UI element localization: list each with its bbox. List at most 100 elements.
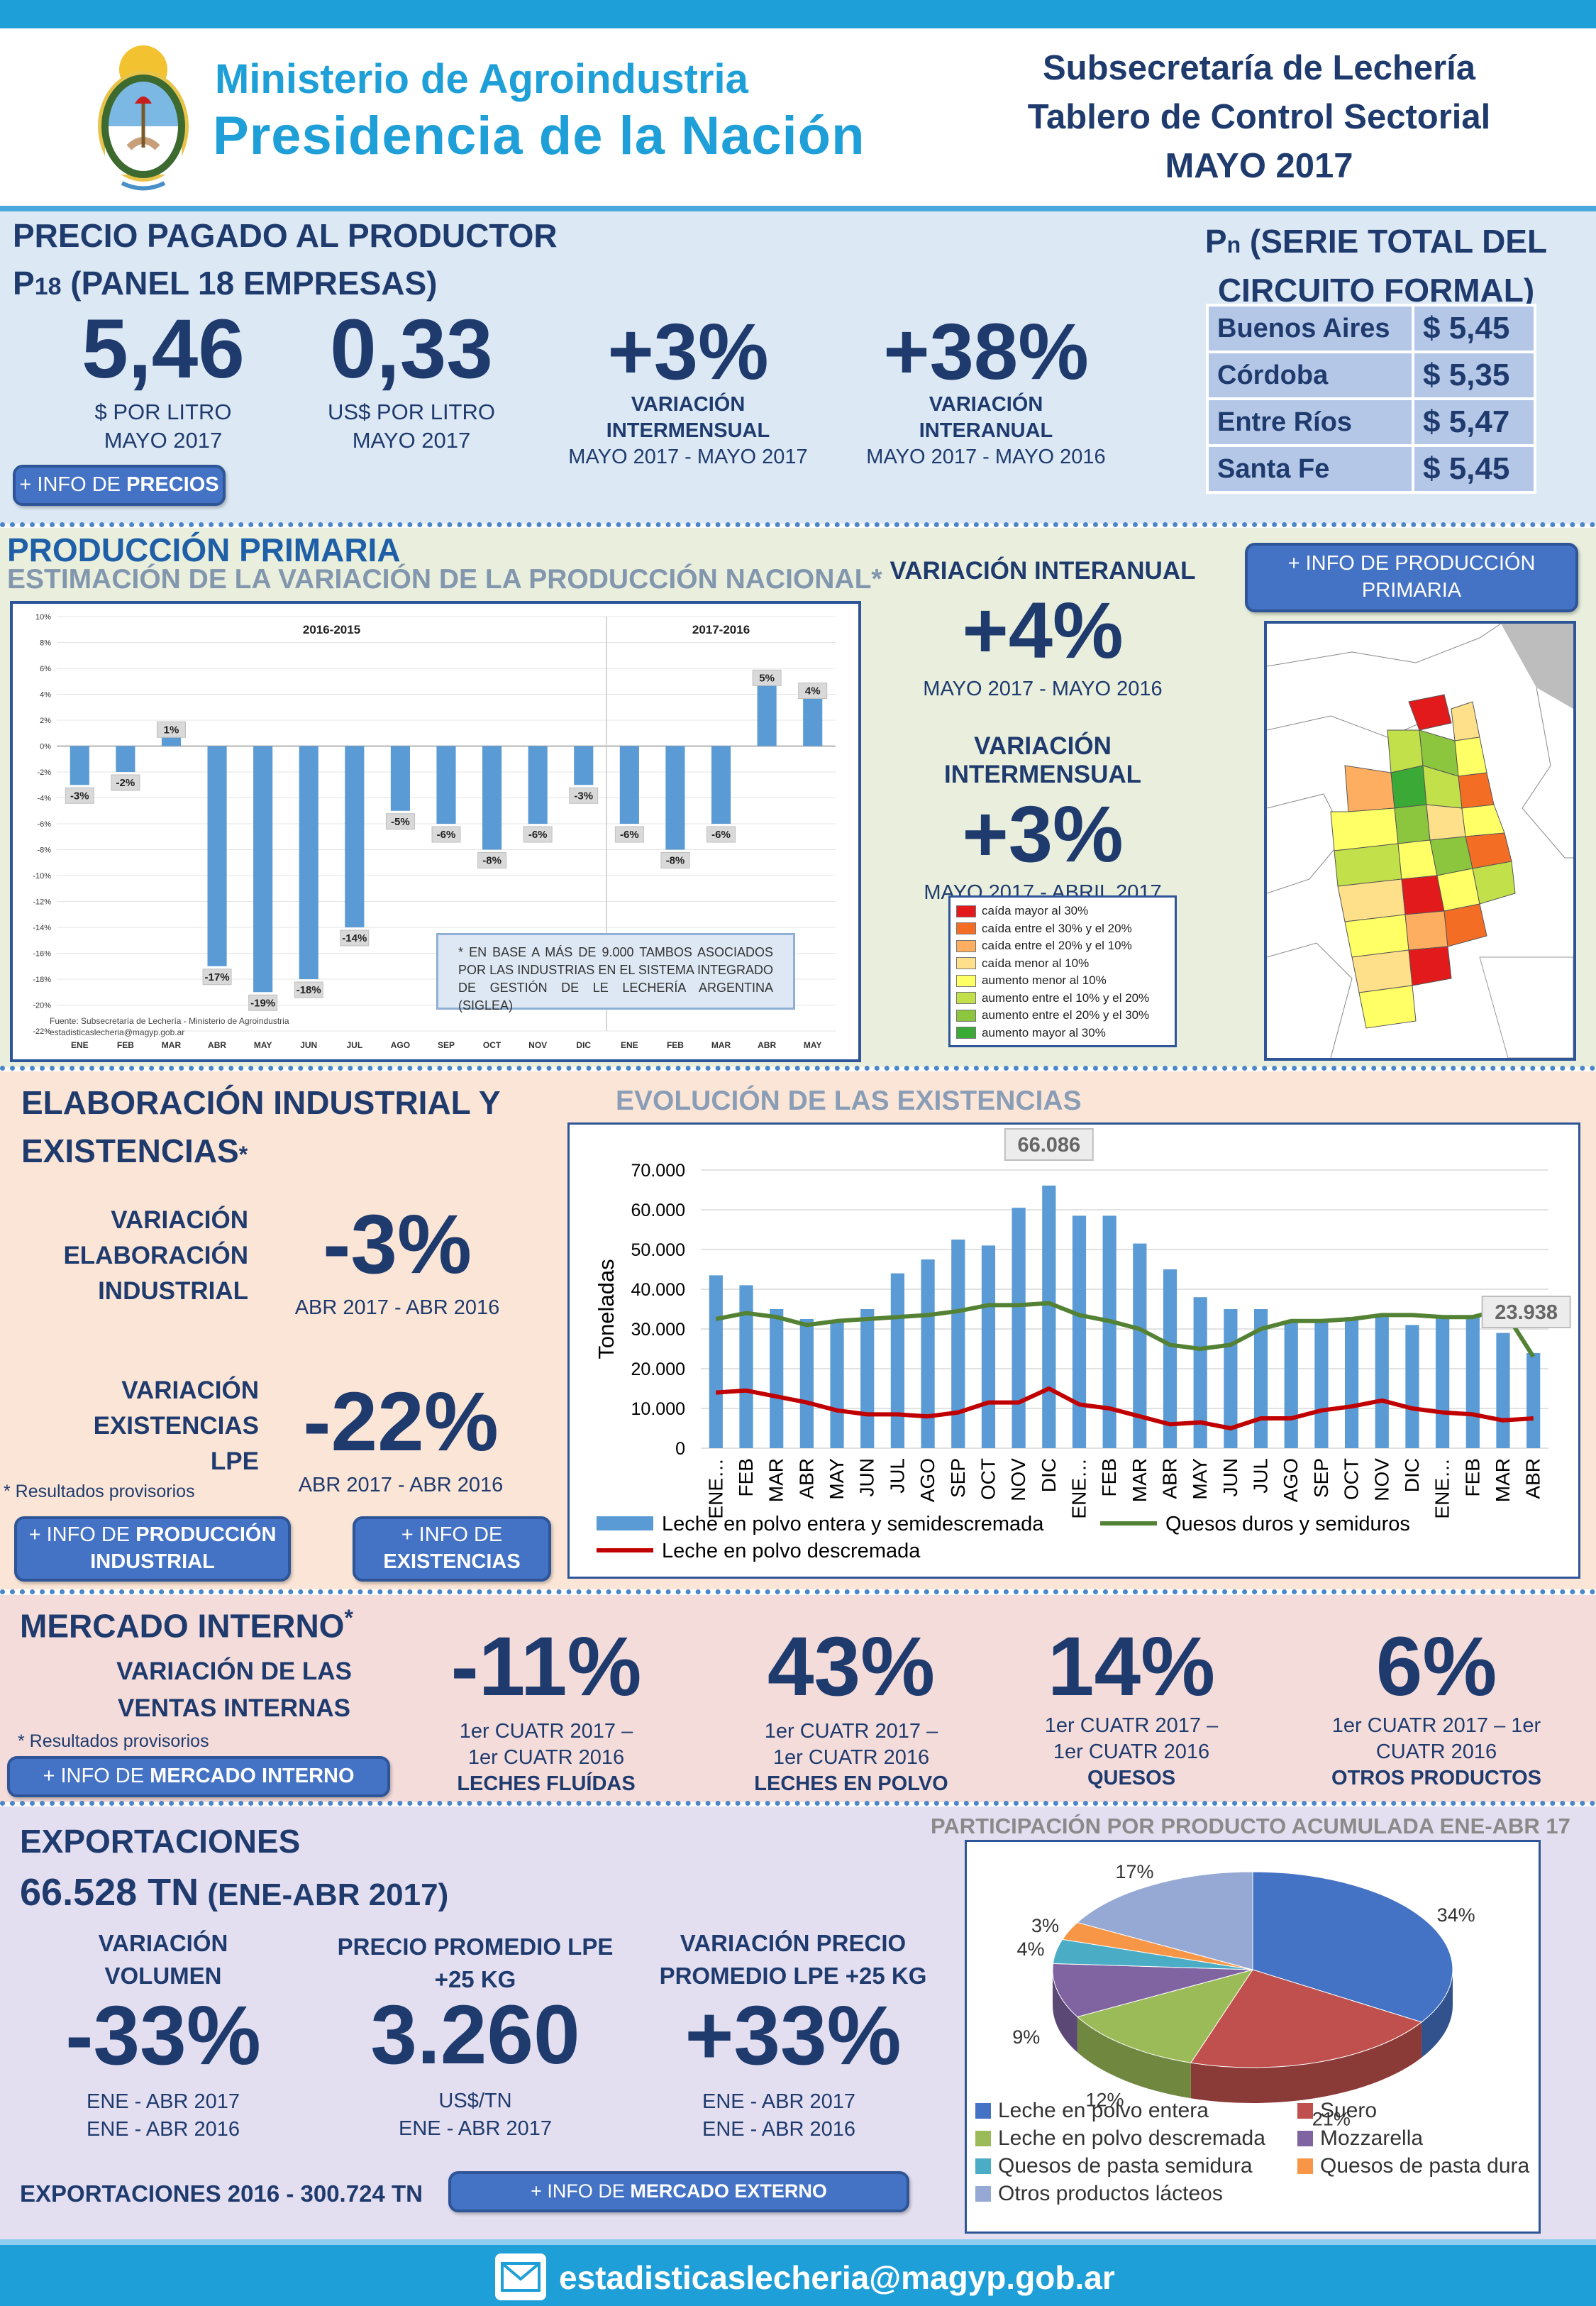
legend-list: caída mayor al 30% caída entre el 30% y e… <box>956 903 1169 1042</box>
y-axis-label: Toneladas <box>594 1259 619 1359</box>
bar <box>1253 1309 1268 1448</box>
kpi-precio-dolar: 0,33 US$ POR LITRO MAYO 2017 <box>291 307 532 453</box>
data-label: 5% <box>759 672 775 684</box>
pie-chart-title: PARTICIPACIÓN POR PRODUCTO ACUMULADA ENE… <box>931 1814 1570 1838</box>
info-produccion-industrial-button[interactable]: + INFO DE PRODUCCIÓN INDUSTRIAL <box>14 1516 291 1582</box>
pie-slice-label: 3% <box>1031 1915 1059 1936</box>
data-label-box <box>248 994 278 1011</box>
title-line2: Tablero de Control Sectorial <box>1027 98 1491 136</box>
info-mercado-externo-button[interactable]: + INFO DE MERCADO EXTERNO <box>448 2171 909 2212</box>
kpi-label1: VARIACIÓN <box>98 1930 228 1956</box>
info-produccion-primaria-button[interactable]: + INFO DE PRODUCCIÓN PRIMARIA <box>1245 543 1578 612</box>
pie-chart-frame: 34% 21% 12% 9% 4% 3% 17% Leche en polvo entera S… <box>965 1840 1541 2234</box>
kpi-period1: 1er CUATR 2017 – <box>459 1720 633 1743</box>
bar <box>1496 1333 1510 1448</box>
kpi-sub1: ENE - ABR 2017 <box>87 2090 240 2113</box>
pie-slice <box>1076 1871 1253 1970</box>
annotation-label: 23.938 <box>1495 1301 1558 1324</box>
footer-bar <box>0 2239 1596 2306</box>
header-divider <box>0 206 1596 211</box>
elab-kpi: -3% ABR 2017 - ABR 2016 <box>284 1203 511 1320</box>
bar <box>1012 1208 1026 1448</box>
table-row: Córdoba $ 5,35 <box>1206 351 1536 400</box>
bar <box>860 1309 875 1448</box>
ministry-line2: Presidencia de la Nación <box>213 106 865 166</box>
legend-swatch <box>956 939 976 952</box>
y-tick-label: 2% <box>40 717 51 725</box>
footer-email[interactable]: estadisticaslecheria@magyp.gob.ar <box>559 2259 1115 2296</box>
annotation-box <box>1004 1128 1094 1161</box>
x-tick-label: ABR <box>795 1458 817 1499</box>
x-tick-label: JUL <box>886 1458 908 1494</box>
province-price: $ 5,45 <box>1412 304 1536 353</box>
kpi-product: LECHES EN POLVO <box>754 1772 948 1795</box>
province-price: $ 5,35 <box>1412 351 1536 400</box>
pie-slice-side <box>1053 1970 1077 2053</box>
exportaciones-2016-note: EXPORTACIONES 2016 - 300.724 TN <box>20 2180 423 2207</box>
legend-swatch <box>1297 2158 1313 2174</box>
group-label: 2017-2016 <box>692 623 750 636</box>
kpi-product: QUESOS <box>1087 1767 1176 1789</box>
data-label-box <box>706 826 736 843</box>
elaboracion-title: ELABORACIÓN INDUSTRIAL Y EXISTENCIAS* <box>21 1078 501 1179</box>
x-tick-label: AGO <box>391 1040 410 1050</box>
total-period: (ENE-ABR 2017) <box>199 1877 449 1912</box>
bar <box>70 746 89 785</box>
data-label-box <box>385 813 415 830</box>
elab-label-line2: ELABORACIÓN <box>63 1242 248 1269</box>
envelope-icon <box>495 2253 546 2300</box>
pn-letter: P <box>1204 223 1227 260</box>
kpi-period2: 1er CUATR 2016 <box>772 1746 930 1769</box>
pie-slice-label: 17% <box>1115 1861 1153 1882</box>
x-tick-label: JUN <box>1219 1458 1241 1496</box>
table-row: Entre Ríos $ 5,47 <box>1206 397 1536 447</box>
legend-label: Leche en polvo descremada <box>998 2126 1265 2150</box>
bar <box>528 746 548 824</box>
bar <box>890 1273 905 1448</box>
data-label: -2% <box>116 777 135 789</box>
legend-swatch <box>975 2103 991 2119</box>
data-label-box <box>752 669 782 686</box>
y-tick-label: 40.000 <box>631 1280 685 1300</box>
kpi-label2: +25 KG <box>434 1966 516 1992</box>
button-bold: MERCADO INTERNO <box>150 1765 355 1788</box>
x-tick-label: FEB <box>1461 1458 1483 1496</box>
info-mercado-interno-button[interactable]: + INFO DE MERCADO INTERNO <box>7 1756 390 1797</box>
existencias-chart: 70.000 60.000 50.000 40.000 30.000 20.000 10.0… <box>594 1128 1571 1562</box>
x-tick-label: MAR <box>1129 1458 1151 1502</box>
kpi-value: -33% <box>65 1989 261 2082</box>
x-tick-label: SEP <box>1310 1458 1332 1498</box>
kpi-line3: MAYO 2017 - MAYO 2016 <box>866 446 1106 468</box>
x-tick-label: FEB <box>1098 1458 1120 1496</box>
kpi-period1: 1er CUATR 2017 – <box>764 1720 938 1743</box>
province-name: Entre Ríos <box>1206 397 1414 447</box>
data-label-box <box>477 852 507 868</box>
kpi-label1: VARIACIÓN PRECIO <box>680 1930 907 1956</box>
elaboracion-title-line1: ELABORACIÓN INDUSTRIAL Y <box>21 1084 501 1121</box>
button-bold: EXISTENCIAS <box>383 1550 521 1573</box>
x-tick-label: OCT <box>977 1458 999 1500</box>
legend-label: Otros productos lácteos <box>998 2182 1223 2205</box>
kpi-label2: PROMEDIO LPE +25 KG <box>659 1963 927 1989</box>
bar <box>574 746 594 785</box>
series-line <box>715 1301 1536 1358</box>
elab-label-line3: INDUSTRIAL <box>98 1277 248 1305</box>
table-row: Buenos Aires $ 5,45 <box>1206 304 1536 353</box>
exist-label-line2: EXISTENCIAS <box>93 1412 259 1440</box>
pie-slice-label: 21% <box>1312 2109 1351 2130</box>
x-tick-label: ENE <box>71 1040 89 1050</box>
pn-title-line1: Pn (SERIE TOTAL DEL <box>1192 219 1561 267</box>
info-precios-button[interactable]: + INFO DE PRECIOS <box>13 465 226 506</box>
x-tick-label: ABR <box>1159 1458 1181 1499</box>
precio-panel-title: P18 (PANEL 18 EMPRESAS) <box>13 264 437 302</box>
info-existencias-button[interactable]: + INFO DE EXISTENCIAS <box>353 1516 551 1582</box>
x-tick-label: OCT <box>483 1040 501 1050</box>
x-tick-label: JUL <box>346 1040 362 1050</box>
export-kpi-precio: PRECIO PROMEDIO LPE +25 KG 3.260 US$/TN … <box>333 1933 617 2141</box>
kpi-line1: $ POR LITRO <box>94 399 232 424</box>
x-tick-label: DIC <box>576 1040 591 1050</box>
button-prefix: + INFO DE <box>531 2180 625 2202</box>
pie-slice <box>1052 1963 1253 2018</box>
bar <box>921 1259 935 1448</box>
y-tick-label: -16% <box>33 950 51 959</box>
